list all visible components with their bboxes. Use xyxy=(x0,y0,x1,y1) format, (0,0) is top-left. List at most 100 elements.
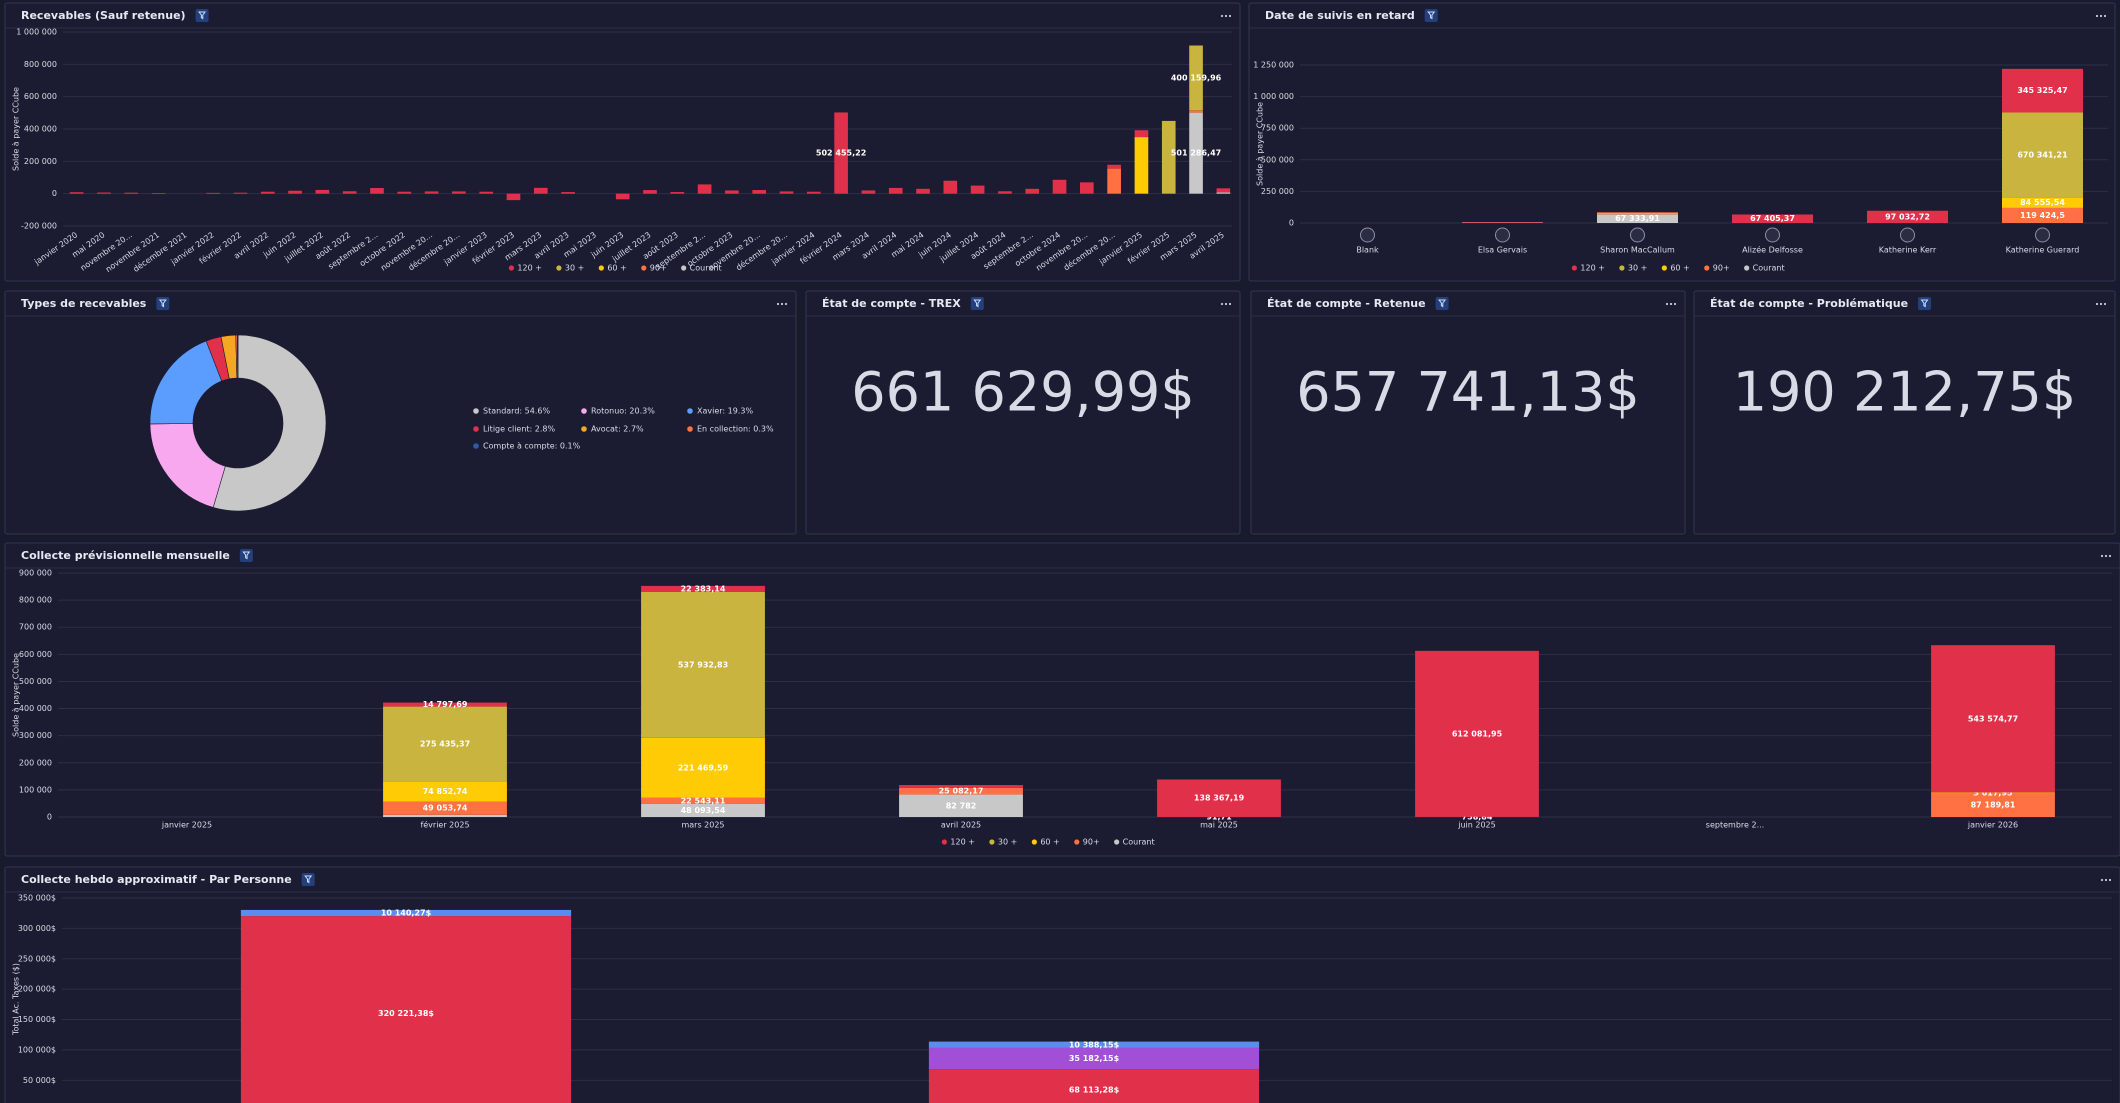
legend-label[interactable]: 120 + xyxy=(517,264,542,273)
legend-label[interactable]: 90+ xyxy=(1713,264,1730,273)
y-tick-label: 200 000 xyxy=(24,157,57,166)
data-label: 48 093,54 xyxy=(681,806,726,815)
bar-segment xyxy=(697,184,712,194)
filter-button[interactable] xyxy=(1435,297,1449,310)
menu-dot xyxy=(2103,14,2107,18)
bar-segment xyxy=(260,191,275,194)
y-tick-label: 100 000$ xyxy=(18,1045,56,1054)
legend-label[interactable]: Standard: 54.6% xyxy=(483,407,550,416)
panel-menu[interactable] xyxy=(776,302,788,306)
legend-label[interactable]: 30 + xyxy=(565,264,584,273)
legend-swatch xyxy=(581,408,587,414)
legend-label[interactable]: 120 + xyxy=(1580,264,1605,273)
data-label: 138 367,19 xyxy=(1194,794,1245,803)
panel-title: Recevables (Sauf retenue) xyxy=(21,9,186,22)
x-tick-label: février 2025 xyxy=(420,820,469,830)
legend-label[interactable]: 30 + xyxy=(998,838,1017,847)
legend-label[interactable]: Courant xyxy=(1753,264,1785,273)
data-label: 67 405,37 xyxy=(1750,214,1795,223)
bar-segment xyxy=(240,909,572,917)
legend-label[interactable]: 60 + xyxy=(1670,264,1689,273)
filter-button[interactable] xyxy=(970,297,984,310)
data-label: 502 455,22 xyxy=(816,149,866,158)
bar-segment xyxy=(383,781,507,802)
panel-menu[interactable] xyxy=(2095,14,2107,18)
panel-menu[interactable] xyxy=(2100,554,2112,558)
avatar xyxy=(1630,227,1645,243)
bar-segment xyxy=(1931,793,2055,817)
avatar xyxy=(1900,227,1915,243)
legend-swatch xyxy=(941,839,947,845)
panel xyxy=(1693,290,2116,535)
legend-swatch xyxy=(1619,265,1625,271)
y-tick-label: 1 250 000 xyxy=(1253,61,1294,70)
data-label: 68 113,28$ xyxy=(1069,1086,1120,1095)
panel-menu[interactable] xyxy=(1220,302,1232,306)
legend-label[interactable]: 30 + xyxy=(1628,264,1647,273)
legend-label[interactable]: 90+ xyxy=(650,264,667,273)
bar-segment xyxy=(1597,214,1678,223)
panel-menu[interactable] xyxy=(2100,878,2112,882)
panel-menu[interactable] xyxy=(2095,302,2107,306)
menu-dot xyxy=(2100,554,2104,558)
data-label: 14 797,69 xyxy=(423,700,468,709)
legend-label[interactable]: En collection: 0.3% xyxy=(697,425,774,434)
bar-segment xyxy=(1189,112,1203,194)
y-axis-title: Total Ac. Taxes ($) xyxy=(12,963,21,1036)
y-tick-label: -200 000 xyxy=(21,222,57,231)
filter-button[interactable] xyxy=(156,297,170,310)
bar-segment xyxy=(342,191,357,194)
filter-button[interactable] xyxy=(301,873,315,886)
bar-segment xyxy=(151,193,166,194)
menu-dot xyxy=(1220,302,1224,306)
legend-label[interactable]: Rotonuo: 20.3% xyxy=(591,407,655,416)
legend-swatch xyxy=(1704,265,1710,271)
x-tick-label: septembre 2... xyxy=(1706,821,1764,830)
bar-segment xyxy=(383,702,507,707)
x-tick-label: Sharon MacCallum xyxy=(1600,246,1675,255)
bar-segment xyxy=(1107,168,1121,194)
legend-label[interactable]: Courant xyxy=(690,264,722,273)
bar-segment xyxy=(1597,212,1678,213)
legend-label[interactable]: Xavier: 19.3% xyxy=(697,407,753,416)
y-tick-label: 1 000 000 xyxy=(1253,92,1294,101)
filter-box xyxy=(156,297,170,310)
bar-segment xyxy=(315,189,330,194)
bar-segment xyxy=(1052,179,1067,194)
bar-segment xyxy=(1732,214,1813,223)
filter-box xyxy=(1918,297,1932,310)
data-label: 10 140,27$ xyxy=(381,909,432,918)
bar-segment xyxy=(1931,792,2055,794)
bar-segment xyxy=(861,190,876,194)
filter-icon xyxy=(973,299,982,308)
legend-label[interactable]: Compte à compte: 0.1% xyxy=(483,442,581,451)
filter-button[interactable] xyxy=(1918,297,1932,310)
bar-segment xyxy=(1462,221,1543,223)
panel-menu[interactable] xyxy=(1665,302,1677,306)
filter-box xyxy=(1435,297,1449,310)
bar-segment xyxy=(806,191,821,194)
filter-button[interactable] xyxy=(195,9,209,22)
kpi-value: 190 212,75$ xyxy=(1733,361,2077,424)
filter-button[interactable] xyxy=(239,549,253,562)
legend-label[interactable]: Avocat: 2.7% xyxy=(591,425,644,434)
x-tick-label: Blank xyxy=(1356,246,1379,255)
bar-segment xyxy=(641,737,765,798)
legend-label[interactable]: Litige client: 2.8% xyxy=(483,425,556,434)
legend-label[interactable]: 60 + xyxy=(1040,838,1059,847)
bar-segment xyxy=(643,190,657,194)
legend-label[interactable]: Courant xyxy=(1123,838,1155,847)
legend-label[interactable]: 120 + xyxy=(950,838,975,847)
legend-swatch xyxy=(681,265,687,271)
filter-button[interactable] xyxy=(1424,9,1438,22)
legend-label[interactable]: 60 + xyxy=(607,264,626,273)
menu-dot xyxy=(2095,14,2099,18)
legend-label[interactable]: 90+ xyxy=(1083,838,1100,847)
panel-title: Date de suivis en retard xyxy=(1265,9,1415,22)
legend-swatch xyxy=(473,426,479,432)
bar-segment xyxy=(1107,164,1121,169)
bar-segment xyxy=(928,1069,1260,1103)
panel-menu[interactable] xyxy=(1220,14,1232,18)
legend-swatch xyxy=(1571,265,1577,271)
